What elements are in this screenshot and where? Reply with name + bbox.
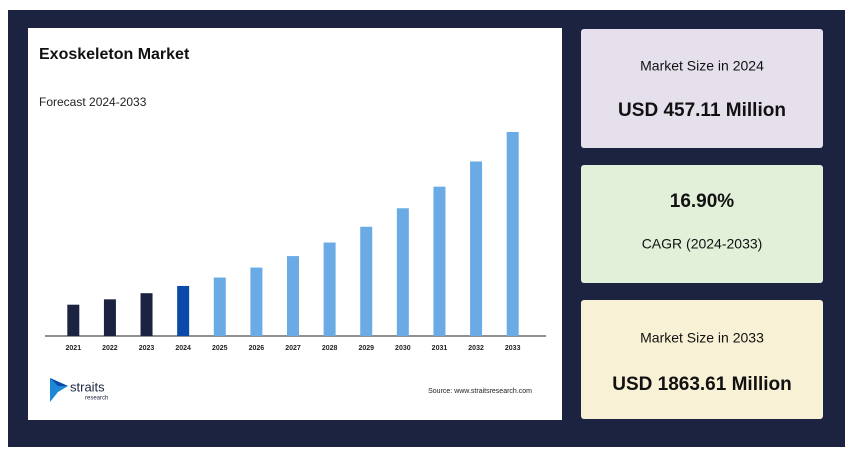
card-label: CAGR (2024-2033) xyxy=(642,236,763,252)
x-tick-label: 2032 xyxy=(468,345,484,352)
card xyxy=(581,165,823,283)
x-tick-label: 2030 xyxy=(395,345,411,352)
card-label: Market Size in 2033 xyxy=(640,330,764,346)
x-tick-label: 2031 xyxy=(432,345,448,352)
bar xyxy=(323,242,336,336)
card-value: 16.90% xyxy=(670,191,735,212)
chart-title: Exoskeleton Market xyxy=(39,46,190,63)
logo-icon-shade xyxy=(50,378,68,386)
card-value: USD 457.11 Million xyxy=(618,100,786,121)
bar xyxy=(433,186,446,336)
source: Source: www.straitsresearch.com xyxy=(428,388,532,395)
logo-tagline: research xyxy=(85,396,108,402)
card-label: Market Size in 2024 xyxy=(640,58,764,74)
x-tick-label: 2028 xyxy=(322,345,338,352)
x-tick-label: 2023 xyxy=(139,345,155,352)
chart-subtitle: Forecast 2024-2033 xyxy=(39,95,147,109)
bar xyxy=(177,285,190,336)
bar xyxy=(250,267,263,336)
bar xyxy=(140,293,153,336)
card-value: USD 1863.61 Million xyxy=(612,374,792,395)
x-tick-label: 2025 xyxy=(212,345,228,352)
card xyxy=(581,300,823,419)
x-tick-label: 2026 xyxy=(249,345,265,352)
card xyxy=(581,29,823,148)
x-tick-label: 2033 xyxy=(505,345,521,352)
logo: straits research xyxy=(50,378,108,402)
bar xyxy=(506,131,519,336)
bar xyxy=(287,256,299,336)
x-tick-label: 2021 xyxy=(66,345,82,352)
x-tick-label: 2027 xyxy=(285,345,301,352)
x-tick-label: 2024 xyxy=(175,345,191,352)
logo-name: straits xyxy=(70,379,105,394)
x-tick-label: 2029 xyxy=(358,345,374,352)
bar xyxy=(396,208,409,336)
bar xyxy=(67,304,80,336)
bar xyxy=(103,299,116,336)
bar xyxy=(360,226,373,336)
bar xyxy=(470,161,483,336)
x-tick-label: 2022 xyxy=(102,345,118,352)
bar xyxy=(213,277,226,336)
